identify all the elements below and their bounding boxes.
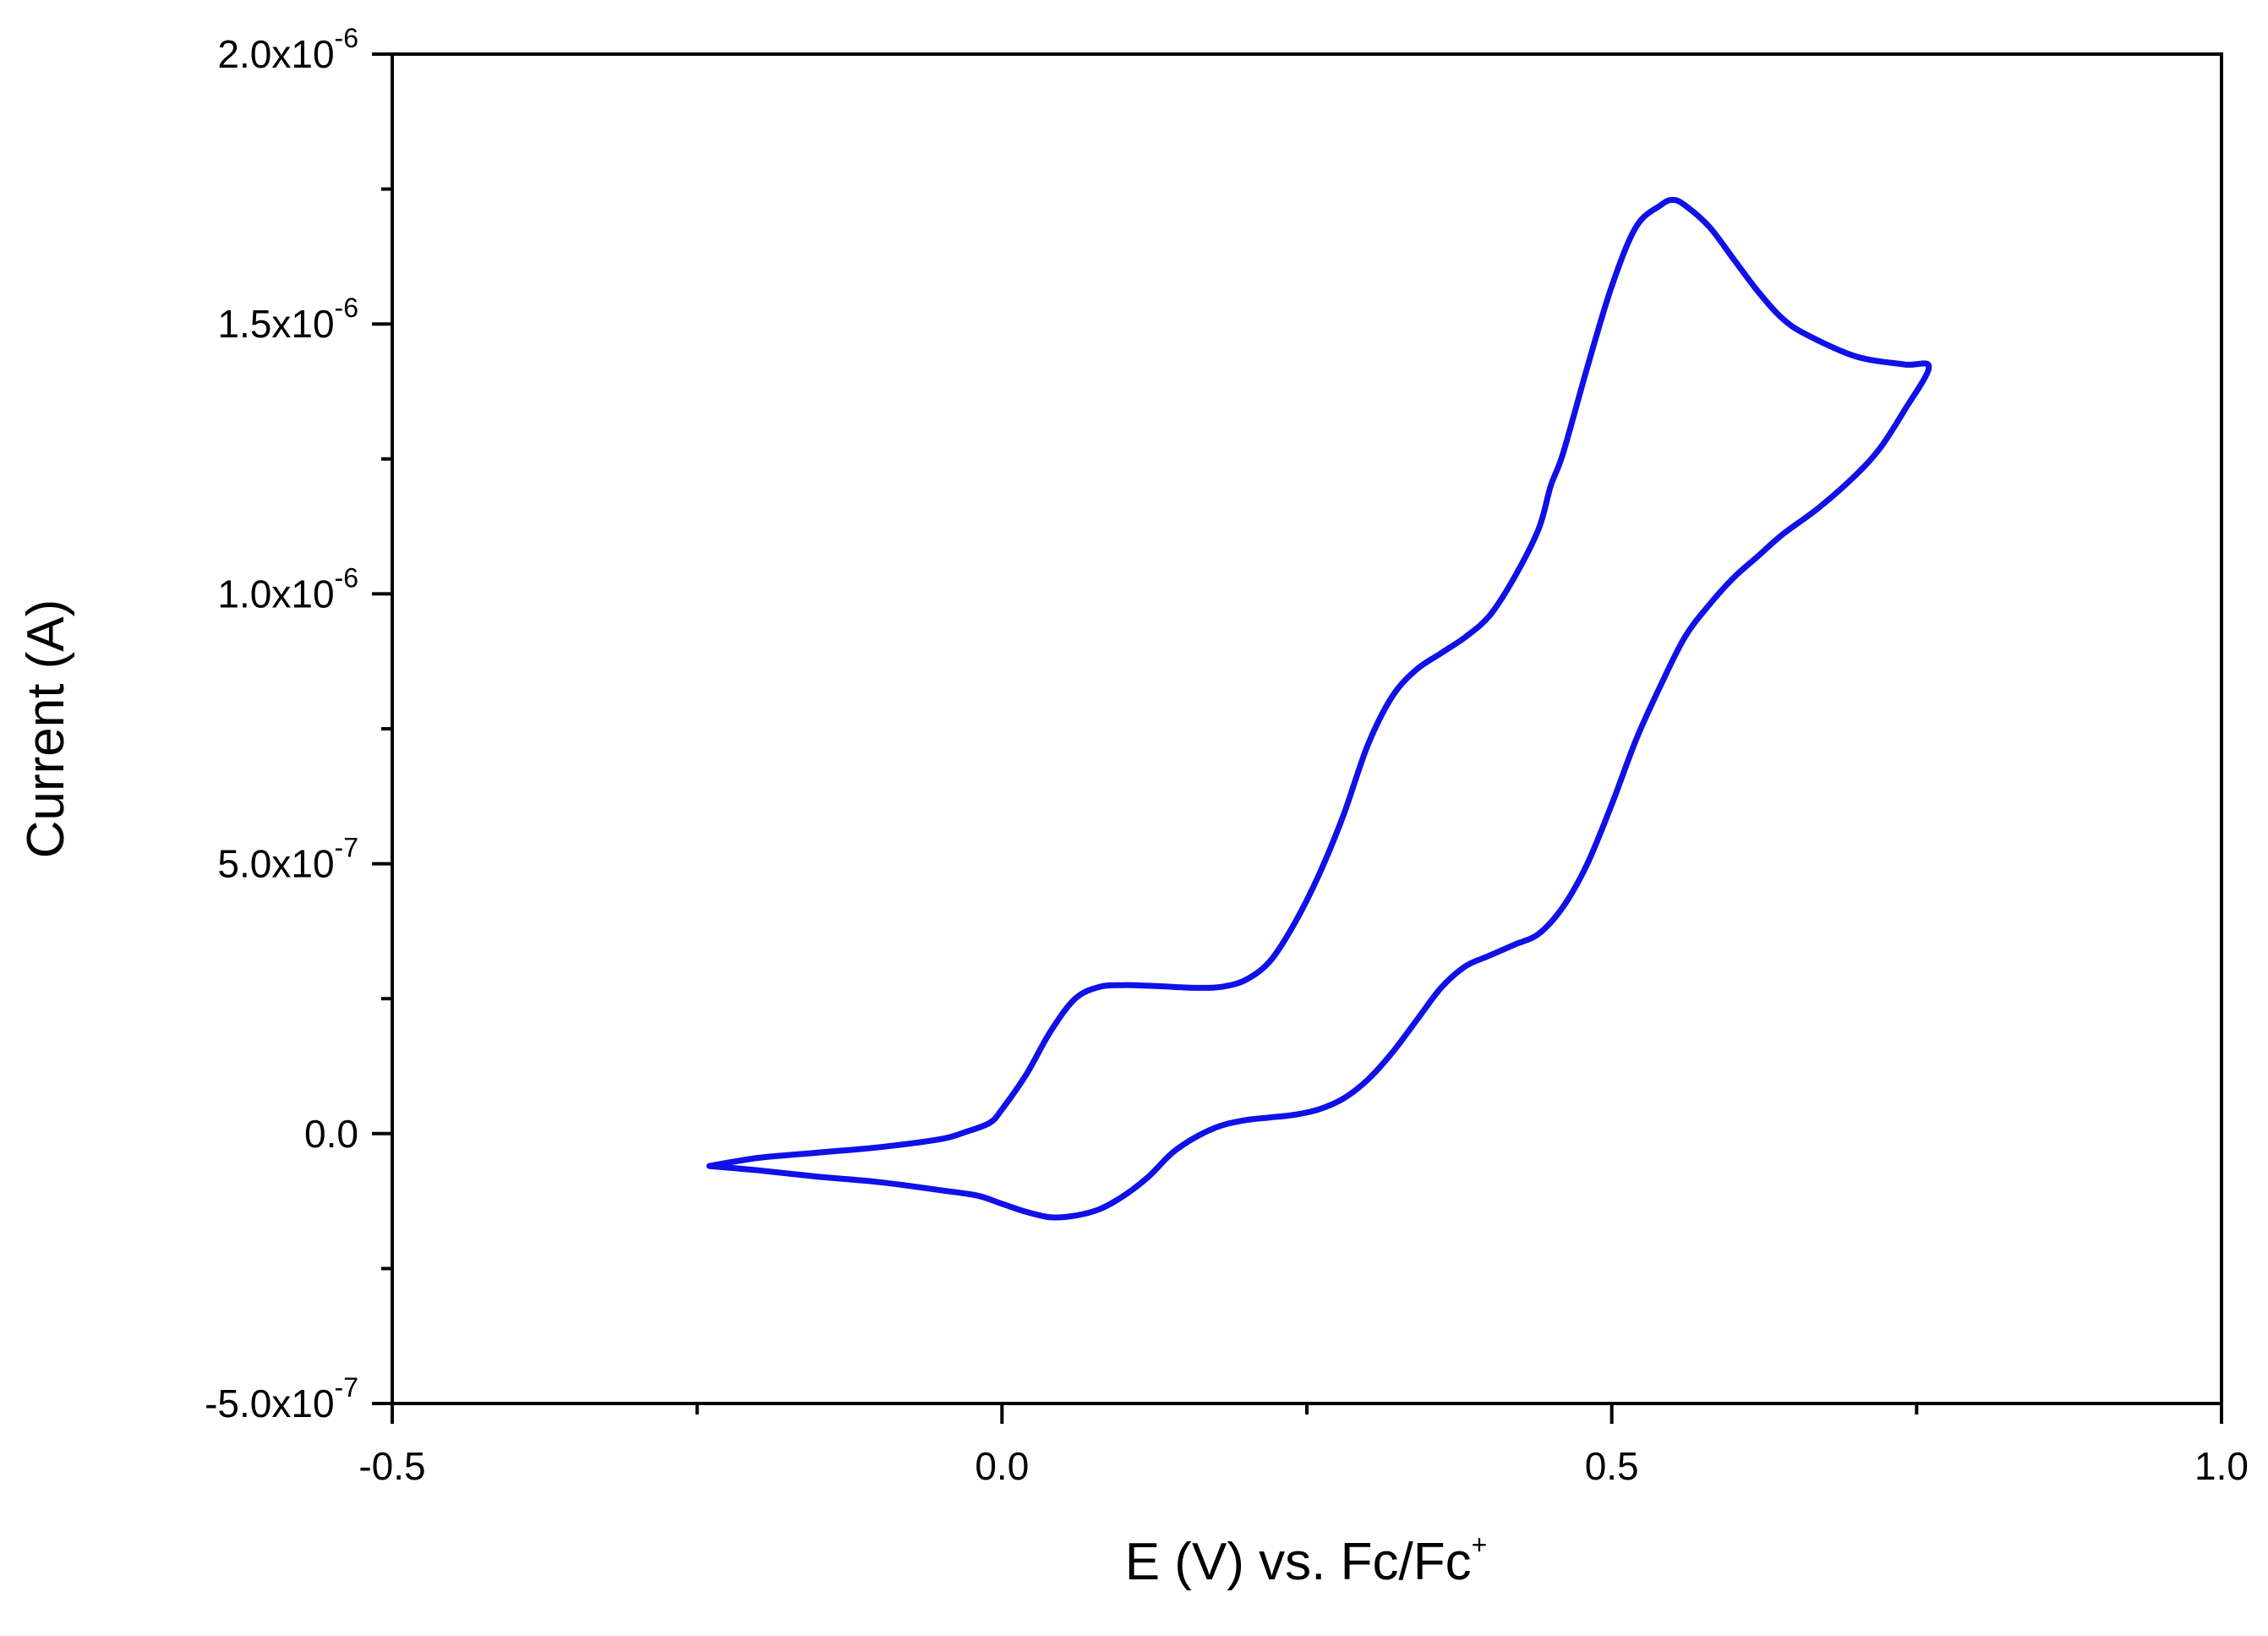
y-tick-label: 0.0 <box>304 1112 358 1156</box>
x-tick-label: 0.5 <box>1585 1444 1639 1488</box>
y-tick-label: 5.0x10-7 <box>217 833 358 886</box>
y-tick-label: -5.0x10-7 <box>205 1372 358 1425</box>
plot-frame <box>391 52 2223 1405</box>
y-tick-labels: -5.0x10-7 0.0 5.0x10-7 1.0x10-6 1.5x10-6 2.0x… <box>205 23 358 1425</box>
y-tick-label: 2.0x10-6 <box>217 23 358 76</box>
x-tick-label: 0.0 <box>975 1444 1029 1488</box>
y-tick-label: 1.5x10-6 <box>217 293 358 346</box>
y-tick-label: 1.0x10-6 <box>217 562 358 616</box>
axis-ticks <box>372 52 2223 1424</box>
y-axis-title: Current (A) <box>17 599 75 859</box>
x-tick-label: -0.5 <box>358 1444 425 1488</box>
series-line-cv <box>706 196 1932 1221</box>
x-axis-title: E (V) vs. Fc/Fc+ <box>1125 1529 1488 1591</box>
x-tick-labels: -0.5 0.0 0.5 1.0 <box>358 1444 2249 1488</box>
x-tick-label: 1.0 <box>2194 1444 2249 1488</box>
